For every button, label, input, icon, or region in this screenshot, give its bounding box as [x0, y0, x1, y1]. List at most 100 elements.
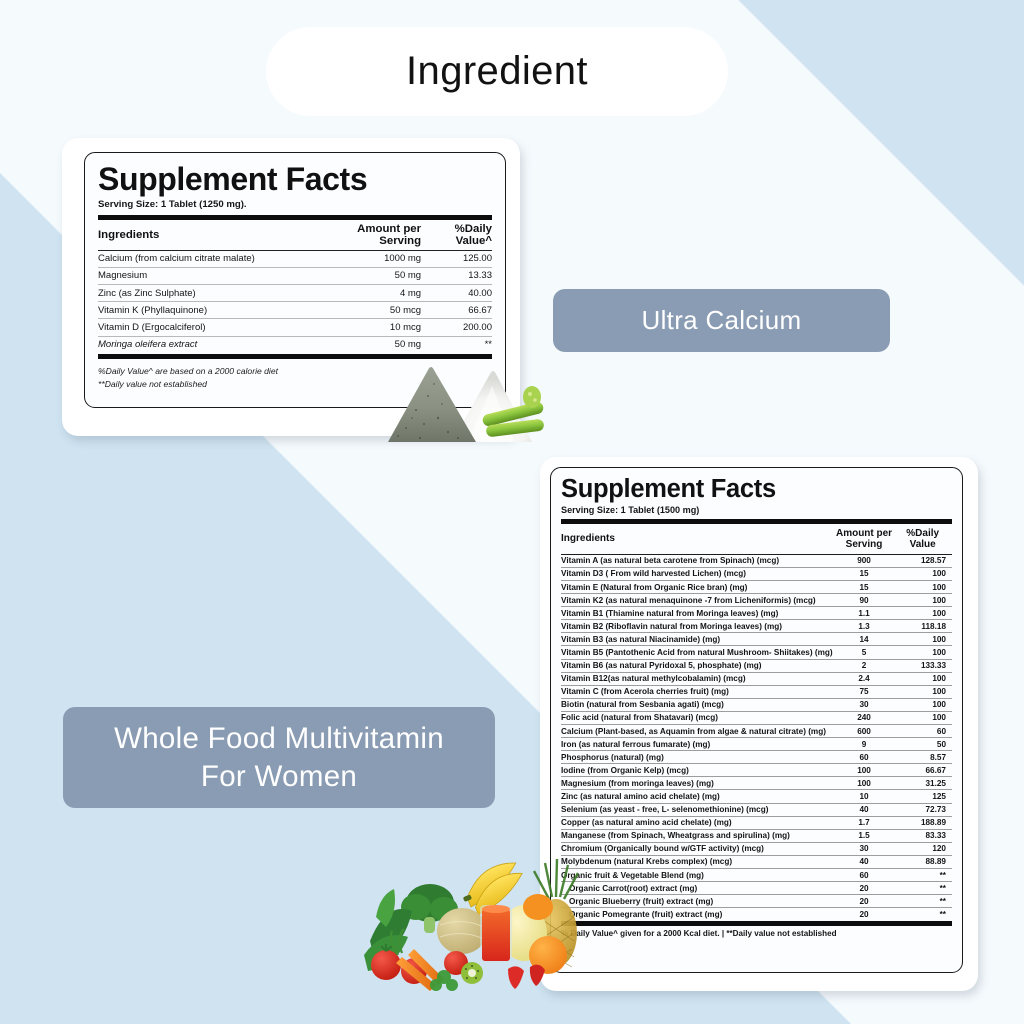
- cell-amount: 50 mg: [318, 267, 422, 286]
- cell-daily-value: 100: [893, 580, 952, 595]
- cell-amount: 30: [834, 842, 894, 856]
- cell-amount: 240: [834, 711, 894, 725]
- table-row: Organic Carrot(root) extract (mg) 20 **: [561, 881, 952, 896]
- cell-ingredient: Organic Pomegrante (fruit) extract (mg): [569, 909, 723, 919]
- product-pill-label: Ultra Calcium: [641, 304, 802, 335]
- table-row: Organic fruit & Vegetable Blend (mg) 60 **: [561, 868, 952, 883]
- col-header-amount: Amount per Serving: [318, 219, 422, 251]
- cell-ingredient: Vitamin C (from Acerola cherries fruit) …: [561, 685, 835, 699]
- cell-ingredient: Vitamin B12(as natural methylcobalamin) …: [561, 672, 835, 686]
- col-header-amount: Amount per Serving: [834, 523, 894, 555]
- cell-amount: 50 mcg: [318, 301, 422, 320]
- table-row: Iron (as natural ferrous fumarate) (mg) 9…: [561, 737, 952, 752]
- cell-ingredient: Zinc (as Zinc Sulphate): [98, 284, 319, 303]
- cell-amount: 10 mcg: [318, 318, 422, 337]
- table-row: Vitamin B12(as natural methylcobalamin) …: [561, 672, 952, 686]
- table-row: Vitamin D (Ergocalciferol) 10 mcg 200.00: [98, 318, 492, 337]
- table-row: Magnesium (from moringa leaves) (mg) 100 3…: [561, 776, 952, 791]
- cell-amount: 14: [834, 632, 894, 647]
- cell-daily-value: 13.33: [421, 267, 492, 286]
- product-pill-ultra-calcium: Ultra Calcium: [553, 289, 890, 352]
- cell-amount: 20: [859, 909, 869, 919]
- cell-amount: 2: [834, 659, 894, 673]
- cell-daily-value: 100: [893, 685, 952, 699]
- table-row: Selenium (as yeast - free, L- selenometh…: [561, 803, 952, 817]
- cell-amount: 1.5: [834, 829, 894, 843]
- cell-daily-value: 133.33: [893, 659, 952, 673]
- cell-ingredient: Folic acid (natural from Shatavari) (mcg…: [561, 711, 835, 725]
- cell-daily-value: 60: [893, 724, 952, 739]
- cell-ingredient: Calcium (from calcium citrate malate): [98, 250, 319, 268]
- cell-daily-value: 188.89: [893, 816, 952, 830]
- col-header-amount-line2: Serving: [845, 538, 883, 550]
- cell-ingredient: Vitamin E (Natural from Organic Rice bra…: [561, 580, 835, 595]
- cell-daily-value: 100: [893, 567, 952, 581]
- table-row: Zinc (as natural amino acid chelate) (mg…: [561, 789, 952, 804]
- table-row: Moringa oleifera extract 50 mg **: [98, 336, 492, 353]
- cell-ingredient: Vitamin A (as natural beta carotene from…: [561, 554, 835, 568]
- supplement-facts-heading: Supplement Facts: [98, 161, 368, 197]
- rule-thick-bottom: [98, 353, 492, 359]
- table-row: Vitamin K (Phyllaquinone) 50 mcg 66.67: [98, 301, 492, 320]
- table-row: Manganese (from Spinach, Wheatgrass and …: [561, 829, 952, 843]
- cell-amount: 2.4: [834, 672, 894, 686]
- table-row: Vitamin D3 ( From wild harvested Lichen)…: [561, 567, 952, 581]
- cell-amount: 75: [834, 685, 894, 699]
- cell-daily-value: 118.18: [893, 619, 952, 634]
- table-row: Copper (as natural amino acid chelate) (…: [561, 816, 952, 830]
- table-row: Zinc (as Zinc Sulphate) 4 mg 40.00: [98, 284, 492, 303]
- supplement-facts-card-multivitamin: Supplement Facts Serving Size: 1 Tablet …: [540, 457, 978, 991]
- supplement-facts-table: Ingredients Amount per Serving %Daily Va…: [98, 219, 492, 353]
- cell-amount: 9: [834, 737, 894, 752]
- footnote-line: % Daily Value^ given for a 2000 Kcal die…: [561, 929, 837, 939]
- serving-size-text: Serving Size: 1 Tablet (1250 mg).: [98, 198, 247, 210]
- footnote-line: %Daily Value^ are based on a 2000 calori…: [98, 365, 278, 376]
- supplement-facts-card-ultra-calcium: Supplement Facts Serving Size: 1 Tablet …: [62, 138, 520, 436]
- table-row: Vitamin A (as natural beta carotene from…: [561, 554, 952, 568]
- cell-ingredient: Phosphorus (natural) (mg): [561, 750, 835, 765]
- table-row: Molybdenum (natural Krebs complex) (mcg)…: [561, 855, 952, 870]
- footnotes-block: %Daily Value^ are based on a 2000 calori…: [85, 359, 505, 391]
- cell-daily-value: 83.33: [893, 829, 952, 843]
- cell-daily-value: **: [893, 868, 952, 883]
- cell-amount: 900: [834, 554, 894, 568]
- cell-amount: 90: [834, 593, 894, 608]
- supplement-facts-heading: Supplement Facts: [561, 475, 776, 503]
- cell-ingredient: Vitamin D (Ergocalciferol): [98, 318, 319, 337]
- cell-ingredient: Vitamin D3 ( From wild harvested Lichen)…: [561, 567, 835, 581]
- table-row: Organic Blueberry (fruit) extract (mg) 20…: [561, 894, 952, 909]
- cell-daily-value: 200.00: [421, 318, 492, 337]
- cell-amount: 1.7: [834, 816, 894, 830]
- footnote-line: **Daily value not established: [98, 378, 207, 389]
- cell-amount: 15: [834, 580, 894, 595]
- table-row: Calcium (Plant-based, as Aquamin from al…: [561, 724, 952, 739]
- cell-ingredient: Vitamin K2 (as natural menaquinone -7 fr…: [561, 593, 835, 608]
- page-title: Ingredient: [406, 49, 588, 93]
- cell-amount: 1.3: [834, 619, 894, 634]
- cell-daily-value: 125.00: [421, 250, 492, 268]
- table-row: Vitamin C (from Acerola cherries fruit) …: [561, 685, 952, 699]
- table-row: Organic Pomegrante (fruit) extract (mg) 2…: [561, 908, 952, 921]
- cell-daily-value: 40.00: [421, 284, 492, 303]
- cell-amount: 40: [834, 855, 894, 870]
- table-row: Iodine (from Organic Kelp) (mcg) 100 66.67: [561, 763, 952, 778]
- table-row: Magnesium 50 mg 13.33: [98, 267, 492, 286]
- cell-amount: 100: [834, 776, 894, 791]
- cell-daily-value: 100: [893, 632, 952, 647]
- cell-ingredient: Zinc (as natural amino acid chelate) (mg…: [561, 789, 835, 804]
- cell-ingredient: Organic Carrot(root) extract (mg): [561, 881, 835, 896]
- cell-ingredient: Moringa oleifera extract: [98, 339, 198, 351]
- cell-ingredient: Molybdenum (natural Krebs complex) (mcg): [561, 855, 835, 870]
- table-row: Vitamin B6 (as natural Pyridoxal 5, phos…: [561, 659, 952, 673]
- cell-ingredient: Biotin (natural from Sesbania agati) (mc…: [561, 698, 835, 712]
- table-row: Phosphorus (natural) (mg) 60 8.57: [561, 750, 952, 765]
- col-header-amount-line1: Amount per: [835, 527, 893, 539]
- table-row: Folic acid (natural from Shatavari) (mcg…: [561, 711, 952, 725]
- cell-amount: 5: [834, 645, 894, 660]
- cell-ingredient: Calcium (Plant-based, as Aquamin from al…: [561, 724, 835, 739]
- cell-ingredient: Organic Blueberry (fruit) extract (mg): [561, 894, 835, 909]
- cell-amount: 4 mg: [318, 284, 422, 303]
- cell-amount: 600: [834, 724, 894, 739]
- cell-daily-value: 125: [893, 789, 952, 804]
- rule-thick-bottom: [561, 921, 952, 927]
